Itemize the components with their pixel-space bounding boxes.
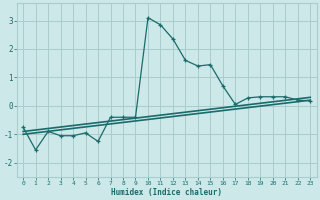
X-axis label: Humidex (Indice chaleur): Humidex (Indice chaleur) — [111, 188, 222, 197]
